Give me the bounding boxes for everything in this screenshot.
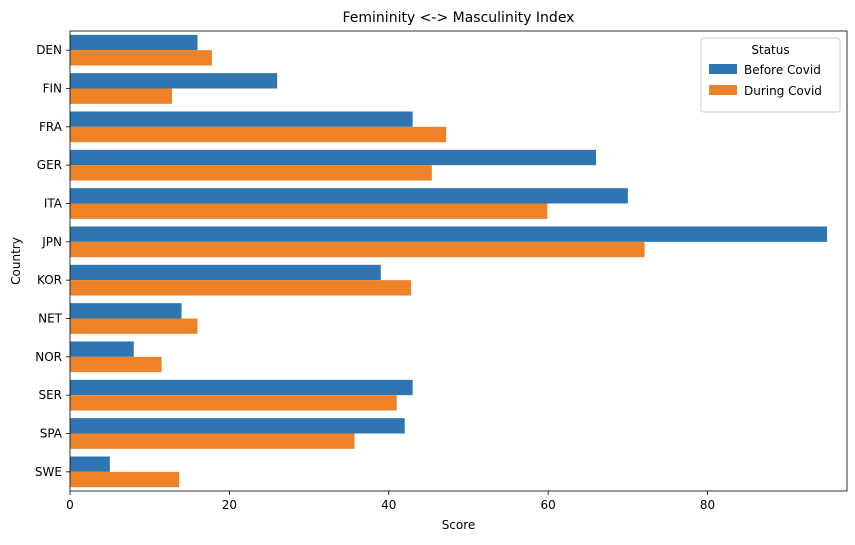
plot-frame [69,30,848,492]
bar-net-before-covid [70,303,182,319]
y-tick-label: NET [38,312,63,326]
legend: Status Before Covid During Covid [700,37,841,113]
bar-ser-during-covid [70,395,397,411]
bar-ger-before-covid [70,149,596,166]
bar-den-during-covid [70,50,212,66]
x-tick-label: 80 [700,498,715,512]
bar-nor-during-covid [70,356,162,373]
y-tick-label: KOR [37,273,62,287]
bar-swe-during-covid [70,471,180,488]
bar-spa-before-covid [70,418,405,434]
bar-net-during-covid [70,318,198,334]
bar-jpn-during-covid [70,241,645,258]
y-tick-label: FRA [39,120,63,134]
y-tick-label: NOR [35,350,62,364]
bar-kor-before-covid [70,264,381,281]
bar-ita-during-covid [70,203,548,219]
y-axis-title: Country [9,237,23,285]
bar-ser-before-covid [70,379,413,396]
x-tick-label: 20 [222,498,237,512]
x-tick-label: 60 [541,498,556,512]
legend-swatch [709,64,737,74]
bar-swe-before-covid [70,456,110,472]
y-tick-label: SPA [40,427,63,441]
bar-ger-during-covid [70,165,432,181]
bar-fra-before-covid [70,111,413,127]
bar-fin-during-covid [70,88,173,104]
legend-label: During Covid [744,84,822,98]
bar-nor-before-covid [70,341,134,357]
bar-den-before-covid [70,34,198,51]
y-tick-label: SWE [35,465,62,479]
legend-swatch [709,85,737,95]
y-tick-label: DEN [36,43,62,57]
y-tick-label: GER [37,158,62,172]
plot-area [69,30,848,492]
legend-title: Status [751,43,789,57]
bar-spa-during-covid [70,433,355,449]
x-axis: 0 20 40 60 80 [66,491,715,512]
x-tick-label: 0 [66,498,74,512]
y-tick-label: ITA [44,197,63,211]
x-tick-label: 40 [381,498,396,512]
y-axis: DEN FIN FRA GER ITA JPN KOR NET NOR SER SPA SWE [35,43,70,479]
y-tick-label: JPN [41,235,62,249]
bar-fra-during-covid [70,126,447,143]
y-tick-label: FIN [43,82,62,96]
bar-fin-before-covid [70,73,278,89]
x-axis-title: Score [442,518,476,532]
legend-label: Before Covid [744,63,821,77]
bar-kor-during-covid [70,280,412,296]
chart-title: Femininity <-> Masculinity Index [343,10,575,26]
bar-jpn-before-covid [70,226,828,242]
bar-ita-before-covid [70,188,628,204]
y-tick-label: SER [38,388,62,402]
